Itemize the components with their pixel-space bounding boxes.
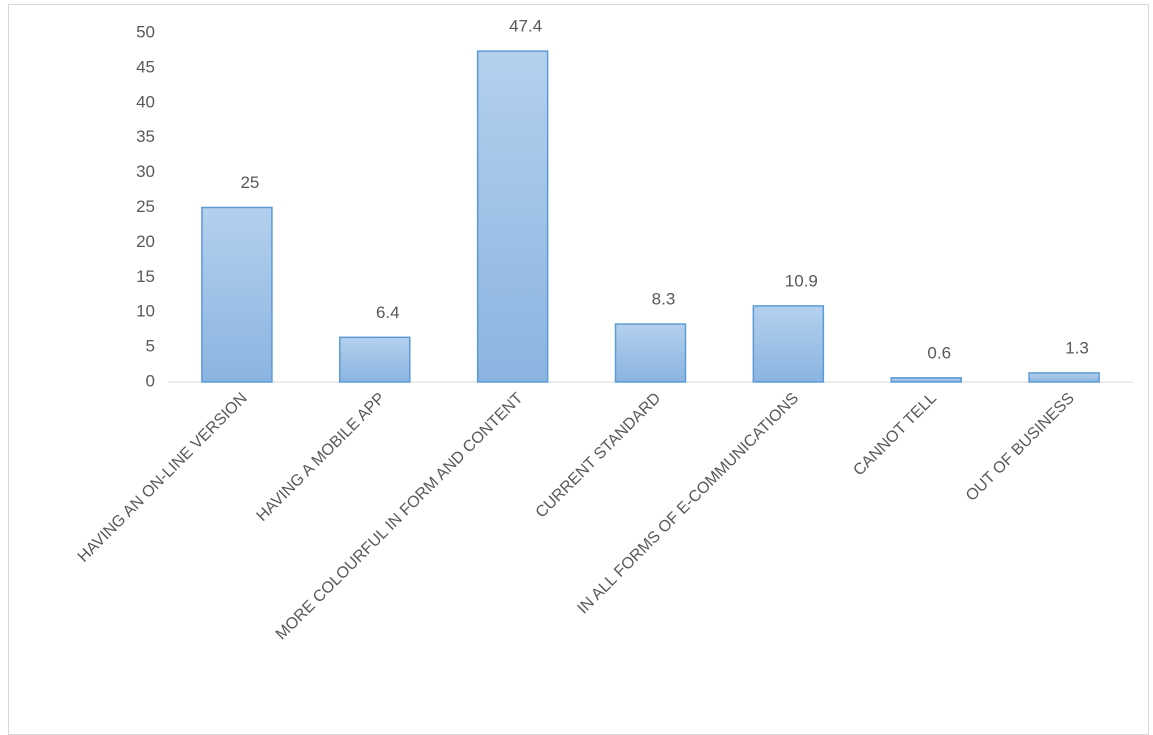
frame: [8, 4, 1149, 735]
y-tick-label: 5: [146, 337, 155, 356]
x-tick-label: MORE COLOURFUL IN FORM AND CONTENT: [273, 390, 527, 644]
value-label: 0.6: [927, 343, 951, 362]
bar: [614, 323, 687, 383]
x-tick-label: CURRENT STANDARD: [533, 390, 665, 522]
y-tick-label: 25: [136, 197, 155, 216]
value-label: 10.9: [785, 271, 818, 290]
bar: [1028, 372, 1100, 383]
bar: [752, 305, 825, 383]
bar: [890, 377, 962, 383]
y-tick-label: 50: [136, 22, 155, 41]
value-label: 47.4: [509, 17, 542, 36]
bar: [201, 206, 273, 383]
y-tick-label: 35: [136, 127, 155, 146]
x-tick-label: CANNOT TELL: [850, 390, 940, 480]
value-label: 1.3: [1065, 338, 1089, 357]
y-tick-label: 30: [136, 162, 155, 181]
y-tick-label: 15: [136, 267, 155, 286]
value-label: 8.3: [652, 290, 676, 309]
y-tick-label: 0: [146, 371, 155, 390]
x-tick-label: OUT OF BUSINESS: [963, 390, 1078, 505]
bar: [476, 50, 549, 383]
x-tick-label: HAVING A MOBILE APP: [254, 390, 389, 525]
y-tick-label: 40: [136, 92, 155, 111]
bar: [339, 336, 411, 383]
x-tick-label: IN ALL FORMS OF E-COMMUNICATIONS: [575, 390, 803, 618]
y-tick-label: 45: [136, 57, 155, 76]
value-label: 25: [240, 173, 259, 192]
x-tick-label: HAVING AN ON-LINE VERSION: [75, 390, 251, 566]
y-tick-label: 10: [136, 302, 155, 321]
y-tick-label: 20: [136, 232, 155, 251]
value-label: 6.4: [376, 303, 400, 322]
